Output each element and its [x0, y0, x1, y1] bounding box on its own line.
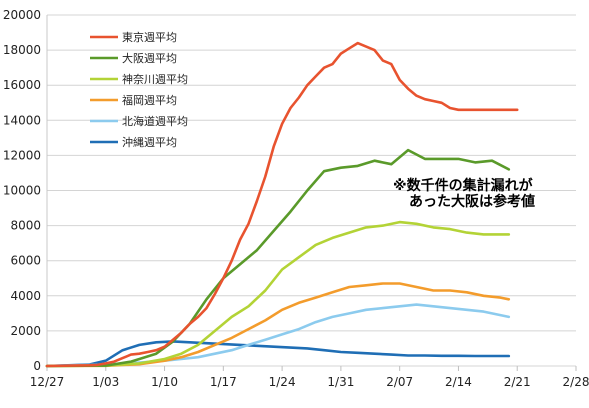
- series-line-0: [45, 41, 519, 368]
- legend-label-0: 東京週平均: [122, 30, 177, 44]
- legend-label-4: 北海道週平均: [122, 114, 188, 128]
- x-tick-label: 1/24: [269, 375, 296, 389]
- series-line-3: [45, 282, 511, 368]
- y-tick-label: 2000: [10, 324, 41, 338]
- annotation-line-2: あった大阪は参考値: [409, 193, 535, 210]
- series-lines: [45, 41, 519, 368]
- gridlines: [46, 14, 576, 367]
- legend-label-5: 沖縄週平均: [122, 135, 177, 149]
- y-tick-label: 6000: [10, 254, 41, 268]
- x-tick-label: 2/21: [504, 375, 531, 389]
- x-tick-label: 2/07: [386, 375, 413, 389]
- x-tick-label: 12/27: [30, 375, 65, 389]
- y-tick-label: 10000: [3, 184, 41, 198]
- y-tick-label: 16000: [3, 78, 41, 92]
- series-line-5: [45, 340, 511, 368]
- series-line-4: [45, 303, 511, 368]
- x-tick-label: 1/03: [92, 375, 119, 389]
- y-tick-label: 12000: [3, 148, 41, 162]
- x-tick-label: 2/14: [445, 375, 472, 389]
- x-axis-tick-labels: 12/27 1/03 1/10 1/17 1/24 1/31 2/07 2/14 2/21 2/2…: [30, 366, 589, 389]
- y-tick-label: 18000: [3, 43, 41, 57]
- series-line-2: [45, 220, 511, 368]
- x-tick-label: 1/31: [327, 375, 354, 389]
- x-tick-label: 1/10: [151, 375, 178, 389]
- y-tick-label: 8000: [10, 219, 41, 233]
- legend-label-2: 神奈川週平均: [122, 72, 188, 86]
- y-tick-label: 20000: [3, 8, 41, 22]
- x-tick-label: 2/28: [563, 375, 589, 389]
- annotation-line-1: ※数千件の集計漏れが: [393, 177, 534, 194]
- legend-label-1: 大阪週平均: [122, 51, 177, 65]
- y-axis-tick-labels: 0 2000 4000 6000 8000 10000 12000 14000 16000 180…: [3, 8, 41, 373]
- y-tick-label: 4000: [10, 289, 41, 303]
- legend-label-3: 福岡週平均: [122, 93, 177, 107]
- y-tick-label: 14000: [3, 113, 41, 127]
- series-line-1: [45, 148, 511, 368]
- y-tick-label: 0: [33, 359, 41, 373]
- x-tick-label: 1/17: [210, 375, 237, 389]
